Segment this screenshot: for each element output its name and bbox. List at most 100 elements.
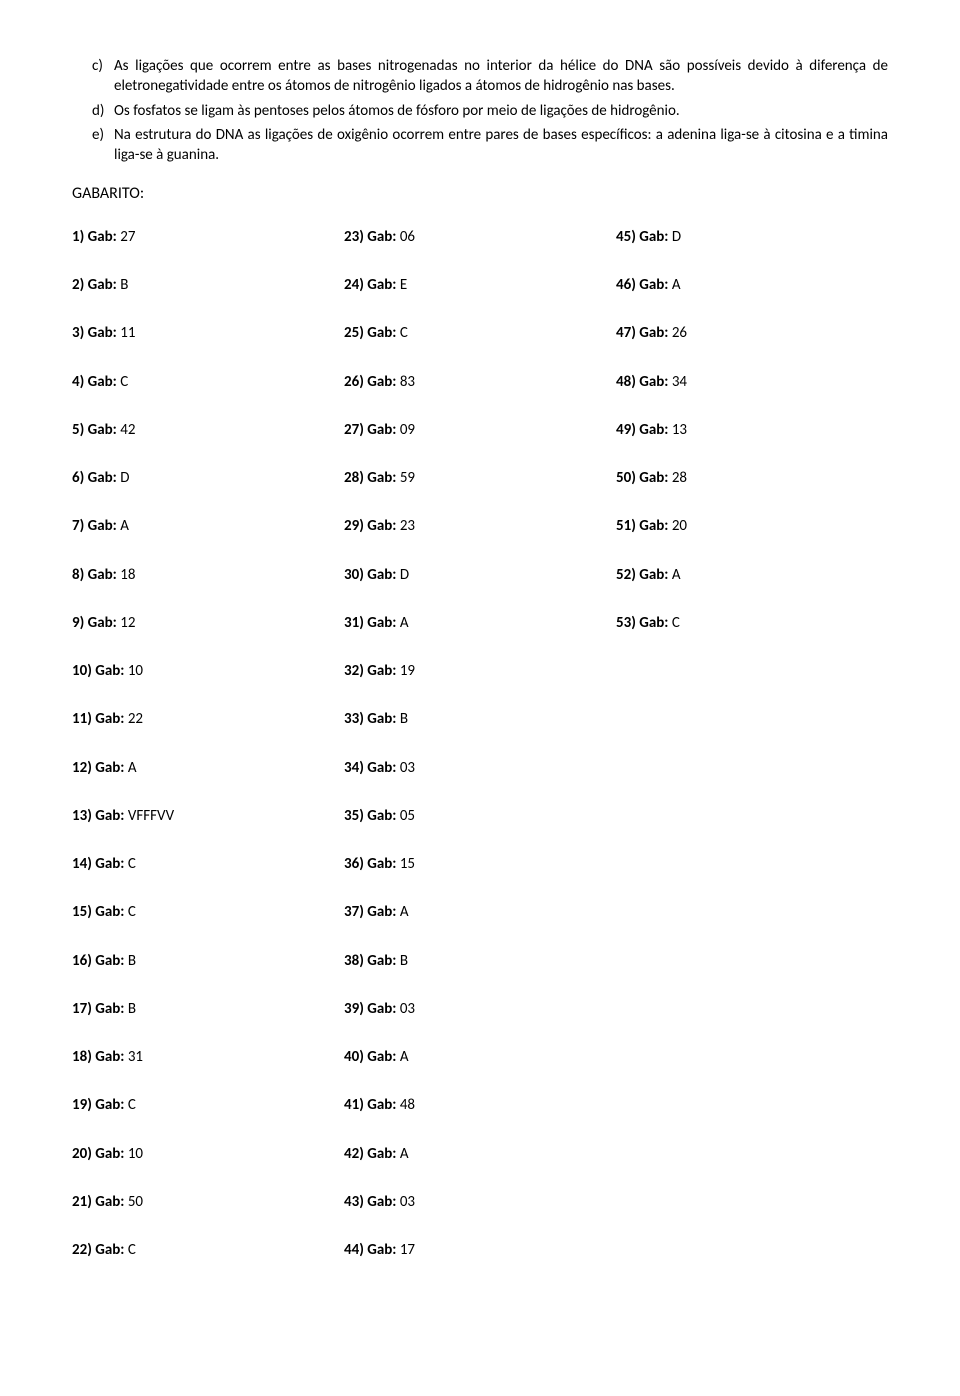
gab-item-value: B bbox=[124, 952, 136, 970]
option-marker: d) bbox=[92, 101, 114, 121]
option-text: Na estrutura do DNA as ligações de oxigê… bbox=[114, 125, 888, 166]
gab-item-value: C bbox=[124, 903, 135, 921]
gab-item-label: 18) Gab: bbox=[72, 1048, 124, 1066]
gab-item: 29) Gab: 23 bbox=[344, 516, 616, 536]
gab-item-value: A bbox=[117, 517, 129, 535]
gab-item: 44) Gab: 17 bbox=[344, 1240, 616, 1260]
gabarito-col-2: 23) Gab: 0624) Gab: E25) Gab: C26) Gab: … bbox=[344, 227, 616, 1289]
gab-item: 33) Gab: B bbox=[344, 709, 616, 729]
gab-item: 30) Gab: D bbox=[344, 565, 616, 585]
gabarito-columns: 1) Gab: 27 2) Gab: B 3) Gab: 11 4) Gab: C 5)… bbox=[72, 227, 888, 1289]
gab-item-label: 8) Gab: bbox=[72, 566, 117, 584]
gab-item: 49) Gab: 13 bbox=[616, 420, 888, 440]
gab-item-value: 11 bbox=[117, 324, 136, 342]
gab-item-label: 6) Gab: bbox=[72, 469, 117, 487]
gab-item-label: 47) Gab: bbox=[616, 324, 668, 342]
gab-item-value: 03 bbox=[396, 1193, 415, 1211]
gab-item: 4) Gab: C bbox=[72, 372, 344, 392]
gab-item-label: 29) Gab: bbox=[344, 517, 396, 535]
gab-item-label: 16) Gab: bbox=[72, 952, 124, 970]
gab-item-label: 20) Gab: bbox=[72, 1145, 124, 1163]
gab-item: 19) Gab: C bbox=[72, 1095, 344, 1115]
gab-item-label: 35) Gab: bbox=[344, 807, 396, 825]
gab-item-value: A bbox=[124, 759, 136, 777]
gab-item-label: 42) Gab: bbox=[344, 1145, 396, 1163]
gab-item-value: C bbox=[124, 855, 135, 873]
gabarito-heading: GABARITO: bbox=[72, 183, 888, 205]
gab-item: 6) Gab: D bbox=[72, 468, 344, 488]
gab-item: 3) Gab: 11 bbox=[72, 323, 344, 343]
gab-item-value: 13 bbox=[668, 421, 687, 439]
option-marker: e) bbox=[92, 125, 114, 166]
gab-item-label: 51) Gab: bbox=[616, 517, 668, 535]
option-d: d) Os fosfatos se ligam às pentoses pelo… bbox=[72, 101, 888, 121]
gab-item: 16) Gab: B bbox=[72, 951, 344, 971]
gab-item-label: 5) Gab: bbox=[72, 421, 117, 439]
gab-item-value: B bbox=[124, 1000, 136, 1018]
gab-item-label: 38) Gab: bbox=[344, 952, 396, 970]
gab-item-label: 49) Gab: bbox=[616, 421, 668, 439]
gab-item-value: A bbox=[396, 1145, 408, 1163]
gab-item-value: B bbox=[396, 952, 408, 970]
gab-item: 1) Gab: 27 bbox=[72, 227, 344, 247]
gab-item: 43) Gab: 03 bbox=[344, 1192, 616, 1212]
gab-item: 24) Gab: E bbox=[344, 275, 616, 295]
gab-item-value: 09 bbox=[396, 421, 415, 439]
gab-item: 14) Gab: C bbox=[72, 854, 344, 874]
gab-item-value: C bbox=[396, 324, 407, 342]
gab-item: 5) Gab: 42 bbox=[72, 420, 344, 440]
gab-item-label: 46) Gab: bbox=[616, 276, 668, 294]
gabarito-col-3: 45) Gab: D 46) Gab: A 47) Gab: 26 48) Gab: … bbox=[616, 227, 888, 1289]
gab-item-value: 50 bbox=[124, 1193, 143, 1211]
gab-item-value: 22 bbox=[124, 710, 143, 728]
gab-item-label: 27) Gab: bbox=[344, 421, 396, 439]
gab-item: 22) Gab: C bbox=[72, 1240, 344, 1260]
gab-item: 21) Gab: 50 bbox=[72, 1192, 344, 1212]
gab-item-value: 12 bbox=[117, 614, 136, 632]
gab-item-value: 31 bbox=[124, 1048, 143, 1066]
gab-item-label: 2) Gab: bbox=[72, 276, 117, 294]
gab-item-label: 43) Gab: bbox=[344, 1193, 396, 1211]
gab-item-value: 59 bbox=[396, 469, 415, 487]
gab-item-value: 03 bbox=[396, 759, 415, 777]
gab-item: 45) Gab: D bbox=[616, 227, 888, 247]
gab-item-value: A bbox=[668, 276, 680, 294]
gab-item: 26) Gab: 83 bbox=[344, 372, 616, 392]
gab-item: 12) Gab: A bbox=[72, 758, 344, 778]
gab-item-value: 10 bbox=[124, 1145, 143, 1163]
gab-item-label: 50) Gab: bbox=[616, 469, 668, 487]
option-c: c) As ligações que ocorrem entre as base… bbox=[72, 56, 888, 97]
gab-item-value: 26 bbox=[668, 324, 687, 342]
gab-item-label: 17) Gab: bbox=[72, 1000, 124, 1018]
gab-item-value: D bbox=[396, 566, 409, 584]
gab-item: 53) Gab: C bbox=[616, 613, 888, 633]
gab-item: 48) Gab: 34 bbox=[616, 372, 888, 392]
gab-item-label: 25) Gab: bbox=[344, 324, 396, 342]
gab-item: 18) Gab: 31 bbox=[72, 1047, 344, 1067]
option-e: e) Na estrutura do DNA as ligações de ox… bbox=[72, 125, 888, 166]
gab-item-label: 48) Gab: bbox=[616, 373, 668, 391]
gab-item-value: 15 bbox=[396, 855, 415, 873]
gab-item: 10) Gab: 10 bbox=[72, 661, 344, 681]
gab-item: 25) Gab: C bbox=[344, 323, 616, 343]
gab-item-label: 33) Gab: bbox=[344, 710, 396, 728]
gab-item: 31) Gab: A bbox=[344, 613, 616, 633]
gab-item-label: 13) Gab: bbox=[72, 807, 124, 825]
gab-item: 17) Gab: B bbox=[72, 999, 344, 1019]
gab-item-value: 23 bbox=[396, 517, 415, 535]
gab-item-label: 24) Gab: bbox=[344, 276, 396, 294]
gab-item: 40) Gab: A bbox=[344, 1047, 616, 1067]
gab-item-label: 39) Gab: bbox=[344, 1000, 396, 1018]
gab-item-label: 44) Gab: bbox=[344, 1241, 396, 1259]
gab-item: 7) Gab: A bbox=[72, 516, 344, 536]
gab-item-value: A bbox=[396, 903, 408, 921]
gab-item-label: 52) Gab: bbox=[616, 566, 668, 584]
gab-item-label: 22) Gab: bbox=[72, 1241, 124, 1259]
option-marker: c) bbox=[92, 56, 114, 97]
gab-item-value: 20 bbox=[668, 517, 687, 535]
gab-item-value: C bbox=[124, 1096, 135, 1114]
gab-item: 46) Gab: A bbox=[616, 275, 888, 295]
gab-item-value: 03 bbox=[396, 1000, 415, 1018]
gab-item-label: 40) Gab: bbox=[344, 1048, 396, 1066]
gab-item: 50) Gab: 28 bbox=[616, 468, 888, 488]
